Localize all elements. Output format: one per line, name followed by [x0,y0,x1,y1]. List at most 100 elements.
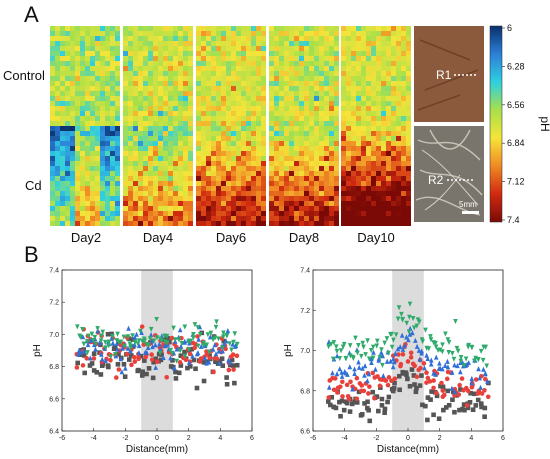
heatmap-cell [183,121,188,126]
heatmap-cell [143,161,148,166]
heatmap-cell [158,81,163,86]
heatmap-cell [381,26,386,31]
heatmap-cell [85,161,90,166]
heatmap-cell [55,171,60,176]
heatmap-cell [401,191,406,196]
data-point [431,378,436,383]
heatmap-cell [55,36,60,41]
heatmap-cell [168,186,173,191]
heatmap-cell [128,146,133,151]
heatmap-cell [158,96,163,101]
heatmap-cell [148,171,153,176]
heatmap-cell [75,166,80,171]
heatmap-cell [269,86,274,91]
heatmap-cell [324,51,329,56]
heatmap-cell [356,111,361,116]
heatmap-cell [85,216,90,221]
data-point [337,384,343,390]
data-point [434,390,439,396]
data-point [404,320,410,326]
heatmap-cell [391,96,396,101]
heatmap-cell [201,216,206,221]
heatmap-cell [269,66,274,71]
series-triangle-up [326,325,490,395]
heatmap-cell [153,146,158,151]
heatmap-cell [50,131,55,136]
heatmap-cell [289,221,294,226]
heatmap-cell [216,111,221,116]
heatmap-cell [105,161,110,166]
heatmap-cell [284,31,289,36]
heatmap-cell [75,161,80,166]
heatmap-cell [376,206,381,211]
heatmap-cell [401,76,406,81]
heatmap-cell [153,91,158,96]
heatmap-cell [376,126,381,131]
data-point [89,331,95,337]
heatmap-cell [211,91,216,96]
heatmap-cell [309,51,314,56]
data-point [211,369,216,375]
heatmap-cell [50,191,55,196]
data-point [397,344,403,350]
data-point [425,395,431,400]
heatmap-cell [319,131,324,136]
data-point [369,356,374,362]
heatmap-cell [70,51,75,56]
heatmap-cell [123,166,128,171]
heatmap-cell [251,41,256,46]
heatmap-cell [251,46,256,51]
y-tick-label: 6.4 [49,429,59,436]
heatmap-cell [100,46,105,51]
heatmap-cell [206,46,211,51]
heatmap-cell [304,51,309,56]
heatmap-cell [401,151,406,156]
heatmap-cell [246,191,251,196]
data-point [370,370,375,376]
heatmap-cell [50,181,55,186]
heatmap-cell [241,186,246,191]
heatmap-cell [148,121,153,126]
heatmap-cell [274,166,279,171]
heatmap-cell [309,66,314,71]
heatmap-cell [70,126,75,131]
heatmap-cell [85,166,90,171]
heatmap-cell [133,216,138,221]
heatmap-cell [361,31,366,36]
heatmap-cell [289,151,294,156]
heatmap-cell [324,56,329,61]
series-triangle-down [75,316,240,364]
heatmap-cell [406,76,411,81]
heatmap-cell [289,211,294,216]
heatmap-cell [401,66,406,71]
heatmap-cell [261,31,266,36]
heatmap-cell [304,81,309,86]
heatmap-cell [341,151,346,156]
data-point [439,380,444,386]
heatmap-cell [55,96,60,101]
heatmap-cell [226,106,231,111]
heatmap-cell [100,26,105,31]
heatmap-cell [206,146,211,151]
data-point [366,356,372,362]
heatmap-cell [319,141,324,146]
heatmap-cell [143,121,148,126]
heatmap-cell [95,26,100,31]
heatmap-cell [246,196,251,201]
heatmap-cell [211,221,216,226]
heatmap-cell [143,51,148,56]
heatmap-cell [173,51,178,56]
heatmap-cell [269,36,274,41]
heatmap-cell [138,51,143,56]
heatmap-cell [148,51,153,56]
heatmap-cell [256,146,261,151]
heatmap-cd-day4 [123,126,193,226]
heatmap-cell [100,116,105,121]
heatmap-cell [361,56,366,61]
heatmap-cell [183,41,188,46]
heatmap-cell [304,181,309,186]
heatmap-cell [128,191,133,196]
data-point [93,346,98,352]
heatmap-cell [110,61,115,66]
heatmap-cell [211,96,216,101]
